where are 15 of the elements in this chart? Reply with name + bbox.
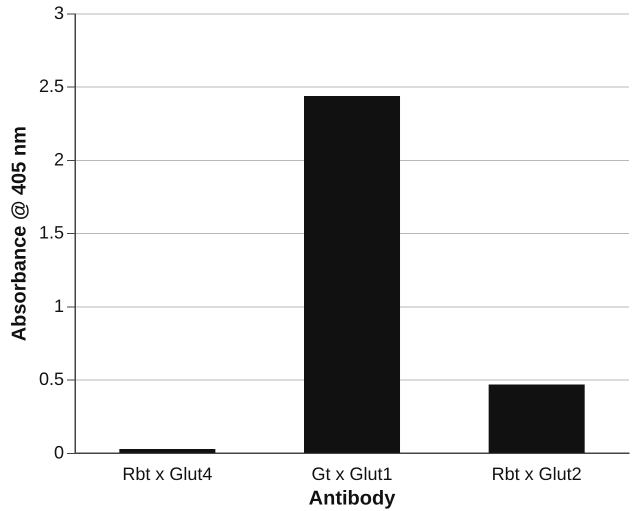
y-tick-label: 0.5 [38,369,64,390]
x-tick-label: Rbt x Glut4 [122,464,212,484]
y-tick-label: 3 [54,2,64,23]
x-axis-title: Antibody [308,488,396,510]
y-tick-label: 2.5 [38,76,64,96]
bar [488,384,585,453]
y-tick-label: 1 [54,296,64,316]
y-tick-label: 0 [54,442,64,462]
y-tick-label: 1.5 [38,222,64,243]
x-tick-label: Rbt x Glut2 [492,464,582,484]
y-axis-title: Absorbance @ 405 nm [8,126,31,342]
y-tick-label: 2 [54,149,64,170]
bar [119,449,216,453]
x-tick-label: Gt x Glut1 [311,464,393,484]
bar [304,96,400,453]
